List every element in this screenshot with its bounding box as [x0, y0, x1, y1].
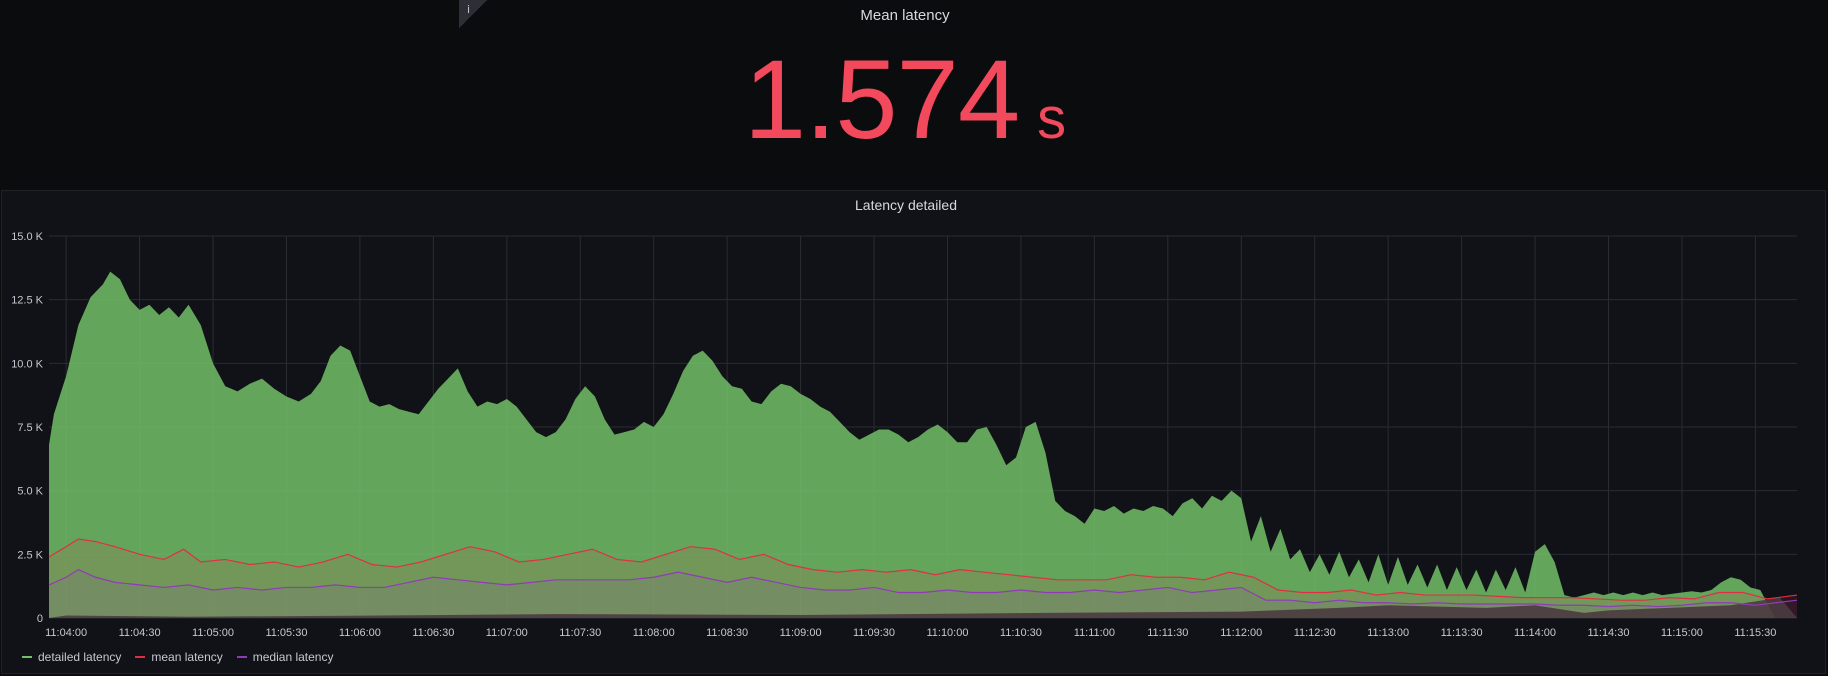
- legend: detailed latency mean latency median laten…: [22, 650, 333, 664]
- graph-panel: Latency detailed 0 2.5 K 5.0 K 7.5 K 10.0 K 1…: [1, 190, 1826, 674]
- y-tick-label: 15.0 K: [11, 231, 43, 243]
- median-latency-line[interactable]: [48, 568, 1798, 608]
- legend-item-median-latency[interactable]: median latency: [236, 650, 334, 664]
- median-latency-area: [49, 569, 1797, 618]
- detailed-latency-area: [49, 271, 1775, 618]
- x-tick-label: 11:04:00: [45, 627, 87, 639]
- stat-panel: i Mean latency 1.574 s: [0, 0, 1828, 186]
- x-tick-label: 11:10:00: [926, 627, 968, 639]
- legend-swatch: [22, 656, 32, 658]
- x-tick-label: 11:11:30: [1147, 627, 1188, 639]
- x-tick-label: 11:08:30: [706, 627, 748, 639]
- y-tick-label: 5.0 K: [17, 486, 43, 498]
- legend-item-mean-latency[interactable]: mean latency: [135, 650, 223, 664]
- x-tick-label: 11:07:00: [486, 627, 528, 639]
- x-tick-label: 11:09:30: [853, 627, 895, 639]
- legend-item-detailed-latency[interactable]: detailed latency: [22, 650, 121, 664]
- graph-panel-title[interactable]: Latency detailed: [855, 197, 957, 213]
- x-tick-label: 11:12:30: [1294, 627, 1336, 639]
- background-area: [49, 597, 1797, 618]
- y-tick-label: 0: [37, 613, 43, 625]
- x-tick-label: 11:15:30: [1734, 627, 1776, 639]
- y-tick-label: 7.5 K: [17, 422, 43, 434]
- x-tick-label: 11:11:00: [1074, 627, 1115, 639]
- x-tick-label: 11:05:00: [192, 627, 234, 639]
- x-tick-label: 11:08:00: [633, 627, 675, 639]
- info-icon-glyph: i: [467, 3, 471, 16]
- x-tick-label: 11:06:30: [412, 627, 454, 639]
- y-tick-label: 12.5 K: [11, 295, 43, 307]
- info-icon[interactable]: i: [459, 0, 487, 28]
- x-tick-label: 11:12:00: [1220, 627, 1262, 639]
- x-tick-label: 11:06:00: [339, 627, 381, 639]
- x-tick-label: 11:15:00: [1661, 627, 1703, 639]
- x-tick-label: 11:07:30: [559, 627, 601, 639]
- x-tick-label: 11:13:30: [1441, 627, 1483, 639]
- mean-latency-line[interactable]: [48, 538, 1798, 601]
- x-tick-label: 11:05:30: [265, 627, 307, 639]
- legend-label: detailed latency: [38, 650, 122, 664]
- x-tick-label: 11:09:00: [780, 627, 822, 639]
- legend-swatch: [236, 656, 247, 658]
- stat-panel-title[interactable]: Mean latency: [860, 7, 950, 24]
- stat-value: 1.574 s: [0, 40, 1810, 160]
- stat-value-unit: s: [1037, 86, 1067, 151]
- y-tick-label: 2.5 K: [17, 549, 43, 561]
- x-tick-label: 11:14:00: [1514, 627, 1556, 639]
- x-tick-label: 11:10:30: [1000, 627, 1042, 639]
- x-tick-label: 11:14:30: [1587, 627, 1629, 639]
- x-tick-label: 11:13:00: [1367, 627, 1409, 639]
- legend-label: median latency: [252, 650, 334, 664]
- stat-value-number: 1.574: [743, 37, 1020, 162]
- x-tick-label: 11:04:30: [119, 627, 161, 639]
- latency-chart[interactable]: 0 2.5 K 5.0 K 7.5 K 10.0 K 12.5 K 15.0 K 11:04:…: [2, 191, 1825, 641]
- mean-latency-area: [49, 539, 1797, 618]
- y-tick-label: 10.0 K: [11, 358, 43, 370]
- legend-label: mean latency: [151, 650, 223, 664]
- legend-swatch: [135, 656, 146, 658]
